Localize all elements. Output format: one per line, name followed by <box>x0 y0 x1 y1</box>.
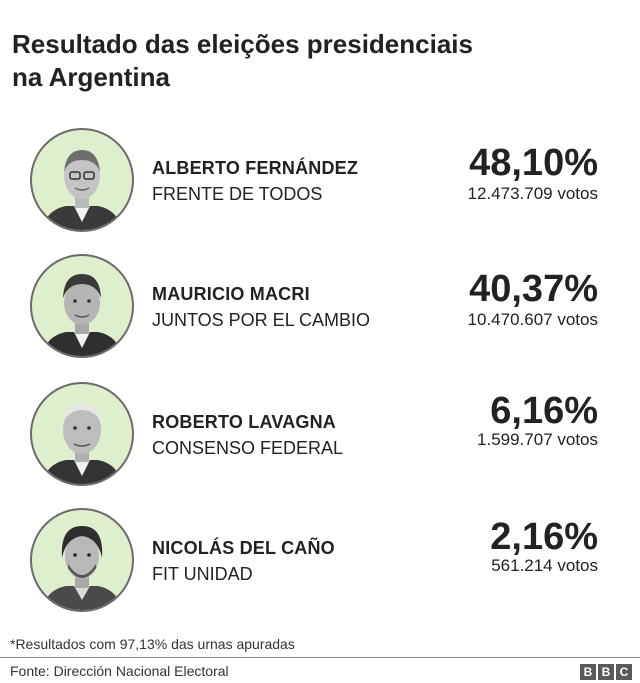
portrait-icon <box>42 404 122 484</box>
portrait-icon <box>42 150 122 230</box>
candidate-name: ROBERTO LAVAGNA <box>152 412 337 432</box>
candidate-party: FIT UNIDAD <box>152 564 253 584</box>
candidate-name: ALBERTO FERNÁNDEZ <box>152 158 359 178</box>
page-title: Resultado das eleições presidenciais na … <box>12 28 612 94</box>
footer-divider <box>0 657 640 658</box>
bbc-logo: B B C <box>580 664 632 680</box>
candidate-votes: 561.214 votos <box>491 556 598 575</box>
candidate-name: NICOLÁS DEL CAÑO <box>152 538 335 558</box>
candidate-party: CONSENSO FEDERAL <box>152 438 344 458</box>
candidate-percent: 6,16% <box>490 390 598 432</box>
footnote: *Resultados com 97,13% das urnas apurada… <box>10 636 295 652</box>
candidate-percent: 2,16% <box>490 516 598 558</box>
title-line-2: na Argentina <box>12 62 170 92</box>
candidate-card: NICOLÁS DEL CAÑO FIT UNIDAD 2,16% 561.21… <box>0 508 640 618</box>
avatar-nicolas-del-cano <box>30 508 134 612</box>
logo-letter: B <box>598 664 614 680</box>
candidate-card: ALBERTO FERNÁNDEZ FRENTE DE TODOS 48,10%… <box>0 128 640 238</box>
avatar-mauricio-macri <box>30 254 134 358</box>
candidate-card: ROBERTO LAVAGNA CONSENSO FEDERAL 6,16% 1… <box>0 382 640 492</box>
avatar-alberto-fernandez <box>30 128 134 232</box>
candidate-percent: 48,10% <box>469 142 598 184</box>
candidate-card: MAURICIO MACRI JUNTOS POR EL CAMBIO 40,3… <box>0 254 640 364</box>
candidate-name: MAURICIO MACRI <box>152 284 310 304</box>
candidate-percent: 40,37% <box>469 268 598 310</box>
logo-letter: B <box>580 664 596 680</box>
logo-letter: C <box>616 664 632 680</box>
candidate-party: JUNTOS POR EL CAMBIO <box>152 310 371 330</box>
candidate-party: FRENTE DE TODOS <box>152 184 323 204</box>
portrait-icon <box>42 274 122 356</box>
title-line-1: Resultado das eleições presidenciais <box>12 29 473 59</box>
candidate-votes: 10.470.607 votos <box>467 310 598 329</box>
avatar-roberto-lavagna <box>30 382 134 486</box>
source-text: Fonte: Dirección Nacional Electoral <box>10 663 229 679</box>
portrait-icon <box>42 526 122 610</box>
candidate-votes: 1.599.707 votos <box>477 430 598 449</box>
candidate-votes: 12.473.709 votos <box>467 184 598 203</box>
